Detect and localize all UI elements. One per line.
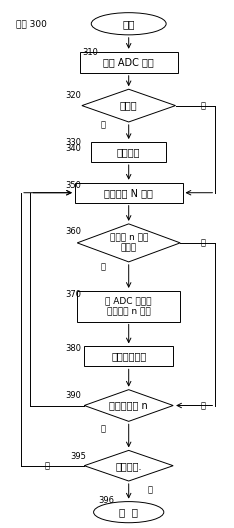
Text: 否: 否 <box>201 401 206 410</box>
Text: 开始: 开始 <box>122 19 135 29</box>
FancyBboxPatch shape <box>91 142 166 162</box>
Text: 校准结束.: 校准结束. <box>115 461 142 470</box>
Ellipse shape <box>91 13 166 35</box>
Text: 否: 否 <box>201 238 206 248</box>
Text: 改校准点号 n: 改校准点号 n <box>109 401 148 410</box>
FancyBboxPatch shape <box>80 52 178 73</box>
Text: 结  束: 结 束 <box>119 507 138 517</box>
Text: 380: 380 <box>66 344 81 353</box>
Polygon shape <box>84 450 173 481</box>
Ellipse shape <box>94 502 164 523</box>
Text: 310: 310 <box>82 48 98 58</box>
Text: 数字调零: 数字调零 <box>117 147 140 157</box>
Text: 是: 是 <box>100 424 106 433</box>
FancyBboxPatch shape <box>75 183 183 203</box>
FancyBboxPatch shape <box>84 346 173 366</box>
Text: 396: 396 <box>98 496 114 505</box>
Text: 否: 否 <box>44 461 49 470</box>
Text: 350: 350 <box>66 181 81 191</box>
Text: 调零键: 调零键 <box>120 101 138 110</box>
Text: 是: 是 <box>100 262 106 271</box>
Text: 校准点 n 输入
触发否: 校准点 n 输入 触发否 <box>110 233 148 252</box>
Text: 360: 360 <box>66 227 81 236</box>
FancyBboxPatch shape <box>77 291 180 322</box>
Polygon shape <box>84 390 173 421</box>
Text: 方法 300: 方法 300 <box>16 19 47 29</box>
Polygon shape <box>77 224 180 262</box>
Text: 是: 是 <box>147 485 152 495</box>
Text: 370: 370 <box>66 290 81 299</box>
Text: 330: 330 <box>66 138 81 147</box>
Text: 是: 是 <box>100 120 106 130</box>
Polygon shape <box>82 89 176 122</box>
Text: 390: 390 <box>66 391 81 401</box>
Text: 340: 340 <box>66 144 81 154</box>
Text: 计算表格参数: 计算表格参数 <box>111 352 146 361</box>
Text: 否: 否 <box>201 101 206 110</box>
Text: 320: 320 <box>66 90 81 100</box>
Text: 选校准点 N 显示: 选校准点 N 显示 <box>104 188 153 197</box>
Text: 取 ADC 电压存
为被测点 n 电压: 取 ADC 电压存 为被测点 n 电压 <box>106 297 152 316</box>
Text: 395: 395 <box>70 451 86 461</box>
Text: 读取 ADC 电压: 读取 ADC 电压 <box>103 58 154 67</box>
